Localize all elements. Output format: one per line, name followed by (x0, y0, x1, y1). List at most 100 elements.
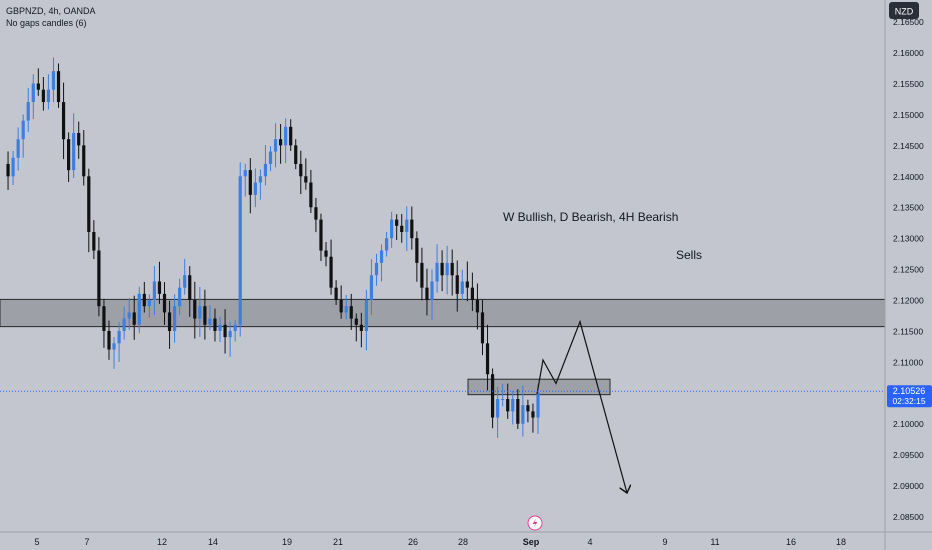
time-axis[interactable]: 5 7 12 14 19 21 26 28 Sep 4 9 11 16 18 (34, 537, 846, 547)
currency-badge-label[interactable]: NZD (895, 7, 914, 17)
bullish-candle (521, 385, 525, 437)
bullish-candle (127, 298, 131, 330)
bullish-candle (183, 258, 187, 295)
bearish-candle (289, 119, 293, 151)
bullish-candle (390, 211, 394, 248)
time-tick-label: 5 (34, 537, 39, 547)
bearish-candle (41, 77, 45, 111)
candles-layer (6, 57, 540, 438)
price-tick-label: 2.12000 (893, 296, 924, 306)
time-tick-label: 16 (786, 537, 796, 547)
lightning-icon[interactable] (527, 515, 543, 531)
bullish-candle (460, 269, 464, 300)
price-axis[interactable]: 2.16500 2.16000 2.15500 2.15000 2.14500 2.140… (893, 17, 924, 522)
price-tick-label: 2.09500 (893, 450, 924, 460)
bullish-candle (374, 253, 379, 286)
price-tick-label: 2.11500 (893, 326, 923, 336)
bullish-candle (152, 265, 157, 315)
bearish-candle (480, 299, 485, 356)
bearish-candle (132, 295, 136, 340)
bullish-candle (536, 384, 540, 434)
bearish-candle (294, 139, 298, 170)
current-price-box (887, 385, 932, 408)
bearish-candle (531, 403, 535, 433)
bullish-candle (178, 278, 182, 315)
currency-badge[interactable]: NZD (889, 2, 919, 19)
bullish-candle (198, 286, 202, 337)
bearish-candle (36, 68, 40, 96)
projection-layer (536, 319, 627, 493)
bearish-candle (425, 268, 429, 316)
bullish-candle (51, 57, 56, 103)
bullish-candle (344, 295, 348, 320)
bullish-candle (258, 169, 263, 200)
bearish-candle (223, 309, 227, 354)
bullish-candle (122, 306, 126, 340)
bullish-candle (243, 163, 247, 197)
bearish-candle (61, 82, 66, 160)
bearish-candle (142, 281, 146, 313)
bearish-candle (334, 280, 338, 305)
bearish-candle (410, 206, 414, 250)
bullish-candle (511, 390, 515, 425)
symbol-legend[interactable]: GBPNZD, 4h, OANDA (6, 6, 96, 16)
bullish-candle (112, 337, 116, 369)
bullish-candle (284, 118, 288, 164)
time-tick-label: 12 (157, 537, 167, 547)
price-tick-label: 2.14500 (893, 141, 924, 151)
bearish-candle (188, 266, 192, 317)
time-tick-label: 19 (282, 537, 292, 547)
bearish-candle (107, 320, 111, 360)
bullish-candle (445, 245, 449, 295)
bullish-candle (430, 269, 434, 320)
bias-annotation[interactable]: W Bullish, D Bearish, 4H Bearish (503, 210, 678, 224)
bearish-candle (319, 213, 323, 261)
bullish-candle (208, 305, 212, 331)
time-tick-label: 4 (587, 537, 592, 547)
bullish-candle (435, 244, 439, 293)
bearish-candle (395, 214, 399, 241)
bullish-candle (117, 322, 121, 362)
price-tick-label: 2.11000 (893, 357, 923, 367)
bullish-candle (369, 259, 374, 315)
bearish-candle (299, 150, 303, 195)
time-tick-label: 26 (408, 537, 418, 547)
sells-annotation[interactable]: Sells (676, 248, 702, 262)
projected-path-arrow[interactable] (536, 319, 627, 493)
bearish-candle (490, 368, 495, 429)
bearish-candle (475, 283, 480, 330)
bearish-candle (56, 63, 61, 108)
current-price-value: 2.10526 (893, 386, 926, 396)
bearish-candle (82, 130, 86, 186)
bearish-candle (203, 289, 207, 340)
bearish-candle (102, 298, 106, 348)
price-tick-label: 2.15000 (893, 110, 924, 120)
time-tick-label: 11 (710, 537, 719, 547)
bearish-candle (157, 261, 162, 304)
time-tick-label: 28 (458, 537, 468, 547)
bearish-candle (485, 324, 490, 391)
bearish-candle (506, 383, 510, 419)
countdown-timer: 02:32:15 (892, 396, 925, 406)
bullish-candle (253, 168, 257, 208)
bearish-candle (278, 124, 283, 164)
bearish-candle (248, 158, 252, 214)
bearish-candle (450, 249, 454, 296)
bearish-candle (309, 169, 313, 213)
time-tick-label: Sep (523, 537, 540, 547)
bullish-candle (46, 74, 51, 110)
bearish-candle (359, 312, 363, 348)
price-tick-label: 2.12500 (893, 265, 924, 275)
bearish-candle (6, 151, 10, 190)
bearish-candle (162, 282, 167, 326)
price-tick-label: 2.16000 (893, 48, 924, 58)
currency-badge-box[interactable] (889, 2, 919, 19)
bullish-candle (263, 145, 268, 186)
indicator-legend[interactable]: No gaps candles (6) (6, 18, 87, 28)
bullish-candle (147, 294, 151, 318)
bearish-candle (455, 260, 459, 312)
time-tick-label: 9 (662, 537, 667, 547)
bearish-candle (67, 132, 71, 182)
bearish-candle (92, 220, 96, 260)
